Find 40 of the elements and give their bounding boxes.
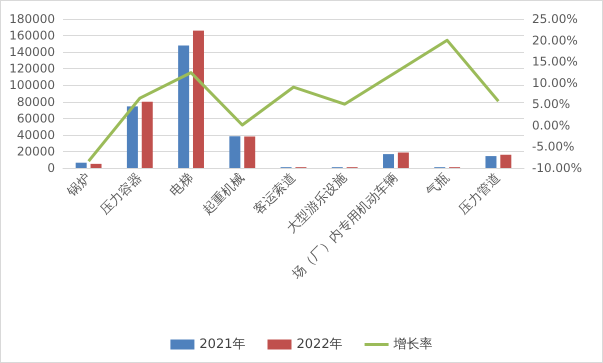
bar xyxy=(76,162,87,168)
y-tick-label: 0 xyxy=(47,161,55,175)
y-tick-label: 100000 xyxy=(9,78,55,92)
y-tick-label: 20000 xyxy=(16,144,55,158)
y2-tick-label: -5.00% xyxy=(532,140,574,154)
bar xyxy=(90,164,102,168)
x-tick-label: 压力容器 xyxy=(97,170,146,218)
y-tick-label: 80000 xyxy=(16,94,55,109)
x-tick-label: 气瓶 xyxy=(423,170,452,200)
y2-tick-label: 25.00% xyxy=(532,12,578,26)
bar xyxy=(485,156,496,168)
y2-tick-label: 15.00% xyxy=(532,54,578,69)
bar xyxy=(244,136,256,168)
bar xyxy=(229,136,240,168)
y2-tick-label: 10.00% xyxy=(532,76,578,90)
legend-label: 2022年 xyxy=(296,337,343,352)
y-tick-label: 120000 xyxy=(9,62,55,76)
x-tick-label: 压力管道 xyxy=(456,170,504,218)
bar xyxy=(192,30,204,168)
bar xyxy=(178,45,190,168)
bar xyxy=(126,106,138,168)
bar xyxy=(142,102,153,168)
y2-tick-label: 0.00% xyxy=(532,118,570,132)
legend-label: 增长率 xyxy=(392,336,433,352)
bar xyxy=(500,154,512,168)
y-tick-label: 60000 xyxy=(16,111,55,126)
x-tick-label: 起重机械 xyxy=(200,170,248,218)
y-tick-label: 180000 xyxy=(9,12,55,26)
bar xyxy=(383,154,394,168)
x-tick-label: 电梯 xyxy=(167,170,196,200)
y-tick-label: 40000 xyxy=(16,128,55,142)
legend-label: 2021年 xyxy=(199,337,246,352)
x-tick-label: 锅炉 xyxy=(64,170,94,200)
y-tick-label: 140000 xyxy=(9,45,55,60)
y2-tick-label: 20.00% xyxy=(532,33,578,48)
y2-tick-label: -10.00% xyxy=(532,161,582,175)
y-tick-label: 160000 xyxy=(9,28,55,43)
y2-tick-label: 5.00% xyxy=(532,97,570,112)
bar xyxy=(398,152,409,168)
line-series xyxy=(87,38,500,163)
